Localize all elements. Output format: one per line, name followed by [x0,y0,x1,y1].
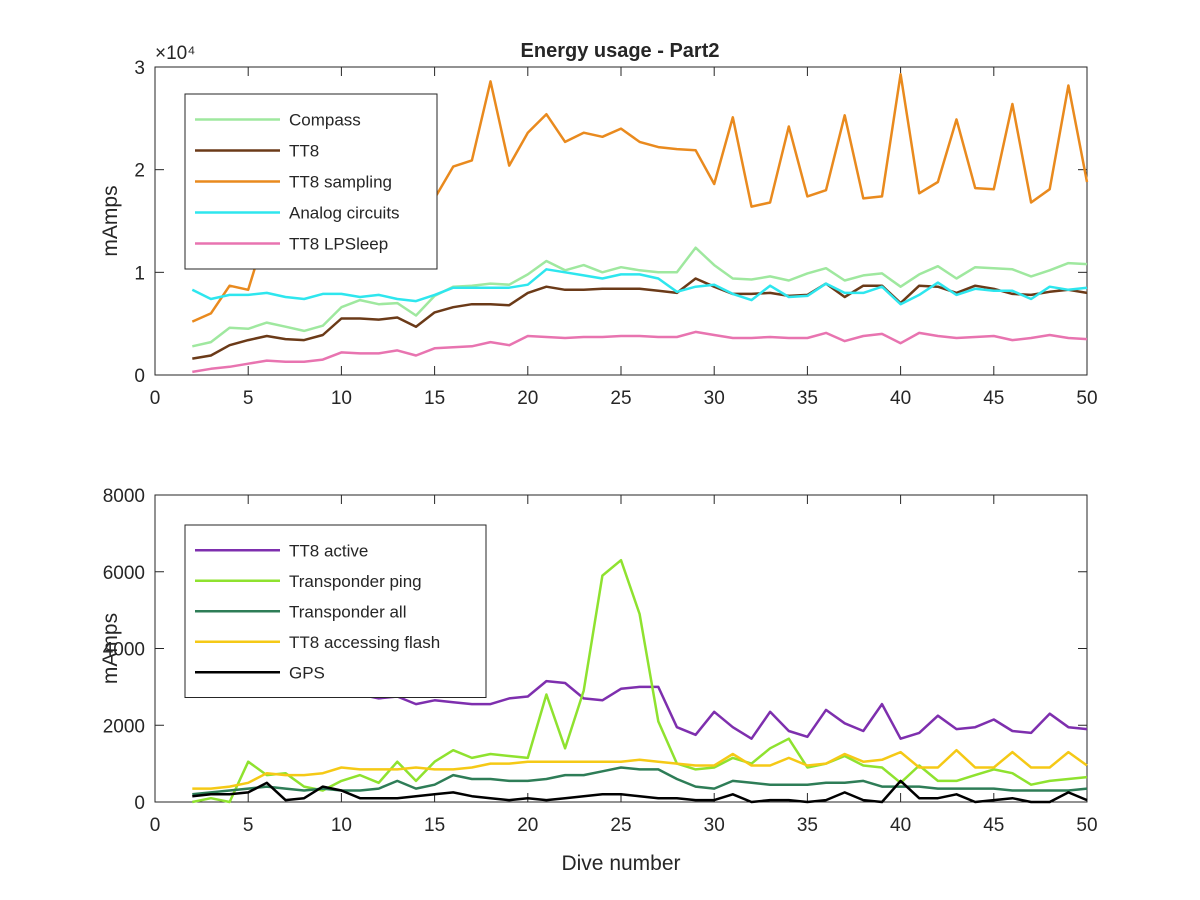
series-line [192,779,1088,804]
x-tick-label: 50 [1076,815,1097,836]
x-tick-label: 0 [150,815,161,836]
x-tick-label: 10 [331,815,352,836]
y-tick-label: 4000 [103,640,145,661]
x-tick-label: 25 [610,815,631,836]
series-line [192,748,1088,790]
y-tick-label: 2 [134,161,145,182]
x-tick-label: 40 [890,815,911,836]
x-tick-label: 35 [797,815,818,836]
legend-label: Transponder ping [289,572,422,591]
x-tick-label: 45 [983,388,1004,409]
legend-label: Compass [289,111,361,130]
x-tick-label: 50 [1076,388,1097,409]
y-tick-label: 3 [134,58,145,79]
x-axis-label: Dive number [561,852,680,875]
x-tick-label: 0 [150,388,161,409]
series-line [192,277,1088,360]
x-tick-label: 5 [243,815,254,836]
x-tick-label: 30 [704,815,725,836]
legend-label: TT8 accessing flash [289,633,440,652]
legend-label: TT8 LPSleep [289,235,388,254]
y-tick-label: 1 [134,263,145,284]
series-line [192,330,1088,374]
y-axis-label: mAmps [99,185,122,256]
x-tick-label: 40 [890,388,911,409]
x-tick-label: 10 [331,388,352,409]
x-tick-label: 15 [424,815,445,836]
legend-label: TT8 active [289,541,368,560]
top-chart: 0 5 10 15 20 25 30 35 40 45 50 0 1 2 3 ×10⁴ mAmps Compass… [99,43,1098,409]
y-axis-label: mAmps [99,613,122,684]
x-tick-label: 20 [517,815,538,836]
series-line [192,246,1088,348]
x-tick-label: 15 [424,388,445,409]
legend-label: GPS [289,663,325,682]
series-line [192,558,1088,804]
x-tick-label: 35 [797,388,818,409]
y-tick-label: 0 [134,366,145,387]
x-tick-label: 25 [610,388,631,409]
x-tick-label: 5 [243,388,254,409]
y-exponent-label: ×10⁴ [155,43,195,64]
legend-label: Transponder all [289,602,407,621]
y-tick-label: 8000 [103,486,145,507]
y-tick-label: 2000 [103,716,145,737]
x-tick-label: 20 [517,388,538,409]
y-tick-label: 6000 [103,563,145,584]
legend-label: Analog circuits [289,204,400,223]
figure-title: Energy usage - Part2 [521,40,720,62]
x-tick-label: 45 [983,815,1004,836]
series-line [191,268,1088,306]
legend-label: TT8 sampling [289,173,392,192]
legend-label: TT8 [289,142,319,161]
y-tick-label: 0 [134,793,145,814]
x-tick-label: 30 [704,388,725,409]
bottom-chart: 0 5 10 15 20 25 30 35 40 45 50 0 2000 4000 6000 8000 mAm… [99,486,1098,875]
